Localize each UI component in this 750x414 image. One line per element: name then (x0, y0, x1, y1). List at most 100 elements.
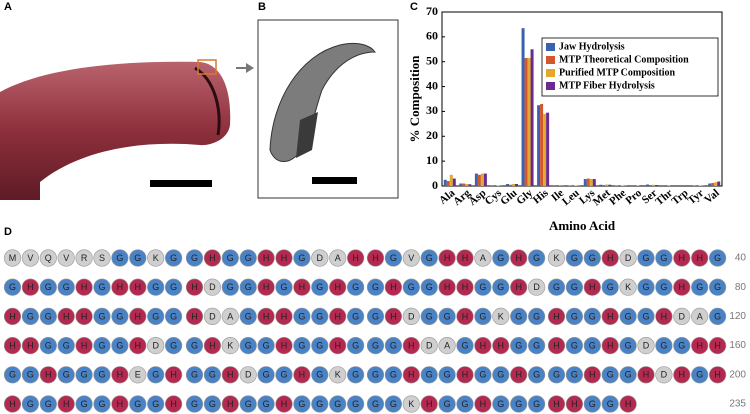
residue: G (298, 340, 305, 350)
residue: H (9, 399, 16, 409)
residue: H (625, 399, 632, 409)
residue-circle (239, 278, 257, 296)
residue-circle (21, 249, 39, 267)
row-end: 235 (729, 399, 746, 410)
residue-circle (21, 278, 39, 296)
residue: H (281, 253, 288, 263)
residue-circle (456, 249, 474, 267)
residue-circle (547, 337, 566, 355)
residue: G (298, 253, 305, 263)
bar (543, 113, 547, 186)
residue-circle (147, 249, 165, 267)
y-tick-label: 30 (426, 103, 438, 117)
residue-circle (583, 366, 601, 384)
residue-circle (619, 307, 637, 326)
bar (602, 185, 606, 186)
bar (639, 185, 643, 186)
bar (477, 174, 481, 186)
residue-circle (221, 337, 239, 355)
residue-circle (39, 395, 57, 413)
residue-circle (257, 307, 275, 326)
residue: G (152, 311, 159, 321)
residue: G (209, 399, 216, 409)
residue: D (209, 311, 216, 321)
jaw-shadow (296, 112, 318, 158)
residue: V (63, 253, 69, 263)
residue-circle (111, 278, 129, 296)
residue-circle (456, 337, 474, 355)
bar (446, 181, 450, 186)
residue: G (372, 370, 379, 380)
residue-circle (21, 395, 39, 413)
x-tick-label: Val (702, 187, 722, 206)
residue: H (334, 311, 341, 321)
residue-circle (311, 366, 329, 384)
residue-circle (311, 395, 329, 413)
residue: H (408, 340, 415, 350)
residue: G (589, 311, 596, 321)
residue: H (553, 340, 560, 350)
residue: H (117, 399, 124, 409)
residue: G (714, 282, 721, 292)
residue-circle (21, 307, 39, 326)
bar (599, 184, 603, 186)
residue: G (63, 340, 70, 350)
residue-circle (347, 249, 365, 267)
residue: G (116, 340, 123, 350)
residue: H (135, 282, 142, 292)
residue-circle (3, 307, 22, 326)
residue-circle (147, 337, 165, 355)
residue-circle (21, 337, 39, 355)
residue: G (678, 340, 685, 350)
residue-circle (565, 307, 584, 326)
residue: G (642, 282, 649, 292)
residue: H (515, 370, 522, 380)
bar (655, 185, 658, 186)
residue-circle (708, 278, 727, 296)
residue-circle (165, 307, 183, 326)
residue: D (661, 370, 668, 380)
residue: H (45, 370, 52, 380)
residue-circle (329, 278, 347, 296)
residue-circle (311, 278, 329, 296)
residue: G (372, 340, 379, 350)
residue-circle (75, 337, 93, 355)
residue-circle (129, 307, 147, 326)
residue: G (372, 311, 379, 321)
residue: G (390, 340, 397, 350)
residue: G (497, 282, 504, 292)
legend-frame (541, 37, 719, 97)
residue: H (390, 282, 397, 292)
panel-label: D (4, 226, 12, 238)
residue-circle (3, 278, 22, 296)
y-tick-label: 0 (432, 178, 438, 192)
residue: G (571, 253, 578, 263)
residue: H (696, 340, 703, 350)
residue-circle (601, 395, 619, 413)
residue-circle (384, 395, 403, 413)
residue: K (335, 370, 341, 380)
residue-circle (619, 366, 637, 384)
residue-circle (708, 249, 727, 267)
residue-circle (474, 337, 492, 355)
residue: G (316, 340, 323, 350)
residue-circle (619, 249, 637, 267)
legend-swatch (546, 56, 555, 64)
residue: H (352, 253, 359, 263)
residue: H (81, 282, 88, 292)
residue: G (515, 340, 522, 350)
residue: G (45, 399, 52, 409)
bar (540, 103, 544, 186)
residue-circle (347, 278, 365, 296)
residue-circle (384, 249, 403, 267)
residue: G (9, 370, 16, 380)
bar (714, 182, 718, 186)
residue: G (170, 311, 177, 321)
residue-circle (239, 366, 257, 384)
residue-circle (111, 395, 129, 413)
legend-label: MTP Theoretical Composition (559, 54, 689, 65)
residue: G (571, 311, 578, 321)
residue: H (462, 282, 469, 292)
bar (521, 28, 525, 187)
residue-circle (402, 395, 420, 413)
